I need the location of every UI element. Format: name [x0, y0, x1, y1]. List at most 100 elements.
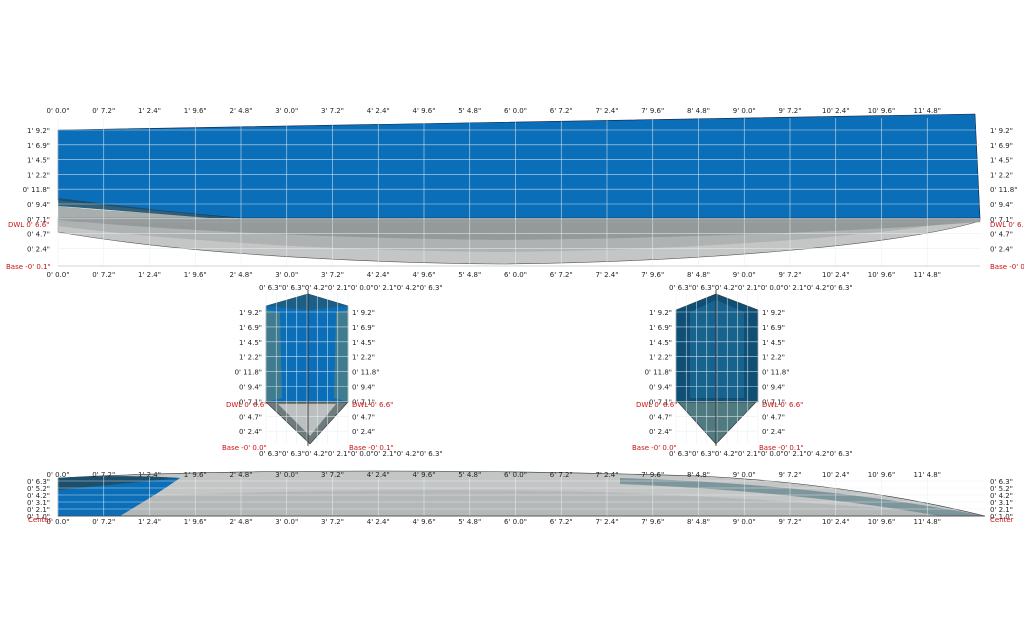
profile-y-tick-left: 1' 2.2" [27, 171, 50, 179]
plan-x-tick-top: 9' 7.2" [779, 471, 802, 479]
profile-x-tick-top: 9' 0.0" [733, 107, 756, 115]
profile-x-tick-bottom: 11' 4.8" [914, 271, 941, 279]
profile-x-tick-top: 1' 9.6" [184, 107, 207, 115]
profile-topsides [57, 113, 981, 219]
profile-base-right: Base -0' 0.1" [990, 263, 1024, 271]
profile-x-tick-bottom: 0' 7.2" [92, 271, 115, 279]
bpl-y-tick-left: 1' 9.2" [239, 309, 262, 317]
body-plan-right-top-ticks: 0' 6.3"0' 6.3"0' 4.2"0' 2.1"0' 0.0"0' 2.… [669, 284, 853, 292]
plan-y-tick-left: 0' 5.2" [27, 485, 50, 493]
body-plan-left-bilge-shade-l [266, 310, 282, 402]
profile-y-tick-left: 0' 4.7" [27, 231, 50, 239]
plan-y-tick-right: 0' 4.2" [990, 492, 1013, 500]
body-plan-right-base-right: Base -0' 0.1" [759, 444, 804, 452]
plan-y-tick-right: 0' 5.2" [990, 485, 1013, 493]
profile-x-tick-top: 4' 2.4" [367, 107, 390, 115]
bpr-y-tick-left: 1' 4.5" [649, 339, 672, 347]
plan-view-grid [57, 476, 985, 517]
bpl-y-tick-right: 0' 4.7" [352, 413, 375, 421]
profile-x-tick-top: 4' 9.6" [413, 107, 436, 115]
plan-x-tick-top: 9' 0.0" [733, 471, 756, 479]
profile-x-tick-top: 1' 2.4" [138, 107, 161, 115]
plan-x-tick-top: 10' 2.4" [822, 471, 849, 479]
plan-x-tick-top: 8' 4.8" [687, 471, 710, 479]
plan-x-tick-top: 6' 0.0" [504, 471, 527, 479]
bpl-y-tick-right: 0' 11.8" [352, 369, 379, 377]
profile-x-tick-top: 0' 7.2" [92, 107, 115, 115]
bpr-y-tick-right: 1' 4.5" [762, 339, 785, 347]
bpl-y-tick-right: 1' 9.2" [352, 309, 375, 317]
plan-x-tick-top: 0' 7.2" [92, 471, 115, 479]
plan-x-tick-bottom: 5' 4.8" [458, 518, 481, 526]
plan-x-tick-top: 1' 9.6" [184, 471, 207, 479]
plan-view-y-axis-left: 0' 6.3"0' 5.2"0' 4.2"0' 3.1"0' 2.1"0' 1.… [27, 478, 50, 521]
profile-y-axis-right: 1' 9.2" 1' 6.9" 1' 4.5" 1' 2.2" 0' 11.8" 0' 9… [990, 127, 1017, 253]
bpr-y-tick-left: 0' 4.7" [649, 413, 672, 421]
profile-x-tick-top: 2' 4.8" [230, 107, 253, 115]
profile-dwl-right: DWL 0' 6.6" [990, 221, 1024, 229]
bpr-y-tick-left: 0' 7.1" [649, 398, 672, 406]
bpl-y-tick-left: 0' 2.4" [239, 428, 262, 436]
body-plan-right-grid [675, 290, 759, 446]
plan-view-waterline-band [58, 490, 985, 516]
body-plan-right-dwl-right: DWL 0' 6.6" [762, 401, 803, 409]
plan-y-tick-right: 0' 2.1" [990, 506, 1013, 514]
plan-view-center-right: Center [990, 516, 1014, 524]
profile-x-tick-bottom: 3' 7.2" [321, 271, 344, 279]
body-plan-left-bilge-shade-r [334, 310, 348, 402]
plan-y-tick-right: 0' 1.0" [990, 513, 1013, 521]
plan-x-tick-top: 2' 4.8" [230, 471, 253, 479]
profile-x-tick-bottom: 4' 2.4" [367, 271, 390, 279]
profile-underwater-band-2 [58, 206, 980, 240]
bpl-y-tick-left: 0' 11.8" [235, 369, 262, 377]
plan-view-center-left: Center [28, 516, 52, 524]
bpl-y-tick-left: 0' 9.4" [239, 384, 262, 392]
body-plan-left-grid [265, 290, 349, 446]
bpr-y-tick-right: 1' 6.9" [762, 324, 785, 332]
body-plan-left: 0' 6.3"0' 6.3"0' 4.2"0' 2.1"0' 0.0"0' 2.… [222, 284, 443, 458]
plan-x-tick-top: 4' 2.4" [367, 471, 390, 479]
plan-x-tick-top: 11' 4.8" [914, 471, 941, 479]
bpl-y-tick-right: 0' 2.4" [352, 428, 375, 436]
plan-y-tick-right: 0' 3.1" [990, 499, 1013, 507]
profile-y-tick-left: 1' 9.2" [27, 127, 50, 135]
bpl-y-tick-right: 1' 2.2" [352, 354, 375, 362]
profile-y-tick-right: 0' 4.7" [990, 231, 1013, 239]
profile-x-tick-top: 3' 0.0" [275, 107, 298, 115]
bpr-y-tick-right: 0' 11.8" [762, 369, 789, 377]
plan-y-tick-left: 0' 2.1" [27, 506, 50, 514]
profile-y-tick-left: 0' 7.1" [27, 216, 50, 224]
profile-y-tick-left: 1' 4.5" [27, 157, 50, 165]
profile-y-tick-right: 0' 11.8" [990, 186, 1017, 194]
profile-dwl-left: DWL 0' 6.6" [8, 221, 49, 229]
plan-x-tick-bottom: 9' 0.0" [733, 518, 756, 526]
plan-x-tick-top: 7' 9.6" [641, 471, 664, 479]
plan-y-tick-left: 0' 4.2" [27, 492, 50, 500]
profile-x-tick-bottom: 6' 7.2" [550, 271, 573, 279]
profile-x-tick-top: 10' 2.4" [822, 107, 849, 115]
plan-x-tick-bottom: 2' 4.8" [230, 518, 253, 526]
plan-x-tick-top: 6' 7.2" [550, 471, 573, 479]
profile-x-tick-top: 7' 9.6" [641, 107, 664, 115]
profile-y-tick-right: 0' 9.4" [990, 201, 1013, 209]
body-plan-left-base-right: Base -0' 0.1" [349, 444, 394, 452]
body-plan-right-dwl-left: DWL 0' 6.6" [636, 401, 677, 409]
bpr-y-tick-right: 1' 9.2" [762, 309, 785, 317]
profile-y-tick-right: 1' 4.5" [990, 157, 1013, 165]
profile-x-tick-top: 10' 9.6" [868, 107, 895, 115]
bpr-y-tick-right: 0' 4.7" [762, 413, 785, 421]
bpr-y-tick-right: 0' 7.1" [762, 398, 785, 406]
plan-x-tick-bottom: 10' 9.6" [868, 518, 895, 526]
profile-y-tick-right: 1' 9.2" [990, 127, 1013, 135]
profile-x-tick-top: 8' 4.8" [687, 107, 710, 115]
body-plan-right-bottom-ticks: 0' 6.3"0' 6.3"0' 4.2"0' 2.1"0' 0.0"0' 2.… [669, 450, 853, 458]
bpl-y-tick-left: 0' 7.1" [239, 398, 262, 406]
profile-y-tick-left: 0' 9.4" [27, 201, 50, 209]
profile-x-tick-top: 0' 0.0" [47, 107, 70, 115]
profile-x-tick-top: 11' 4.8" [914, 107, 941, 115]
profile-x-tick-bottom: 5' 4.8" [458, 271, 481, 279]
profile-x-tick-bottom: 2' 4.8" [230, 271, 253, 279]
profile-y-tick-left: 0' 11.8" [23, 186, 50, 194]
profile-x-tick-bottom: 6' 0.0" [504, 271, 527, 279]
